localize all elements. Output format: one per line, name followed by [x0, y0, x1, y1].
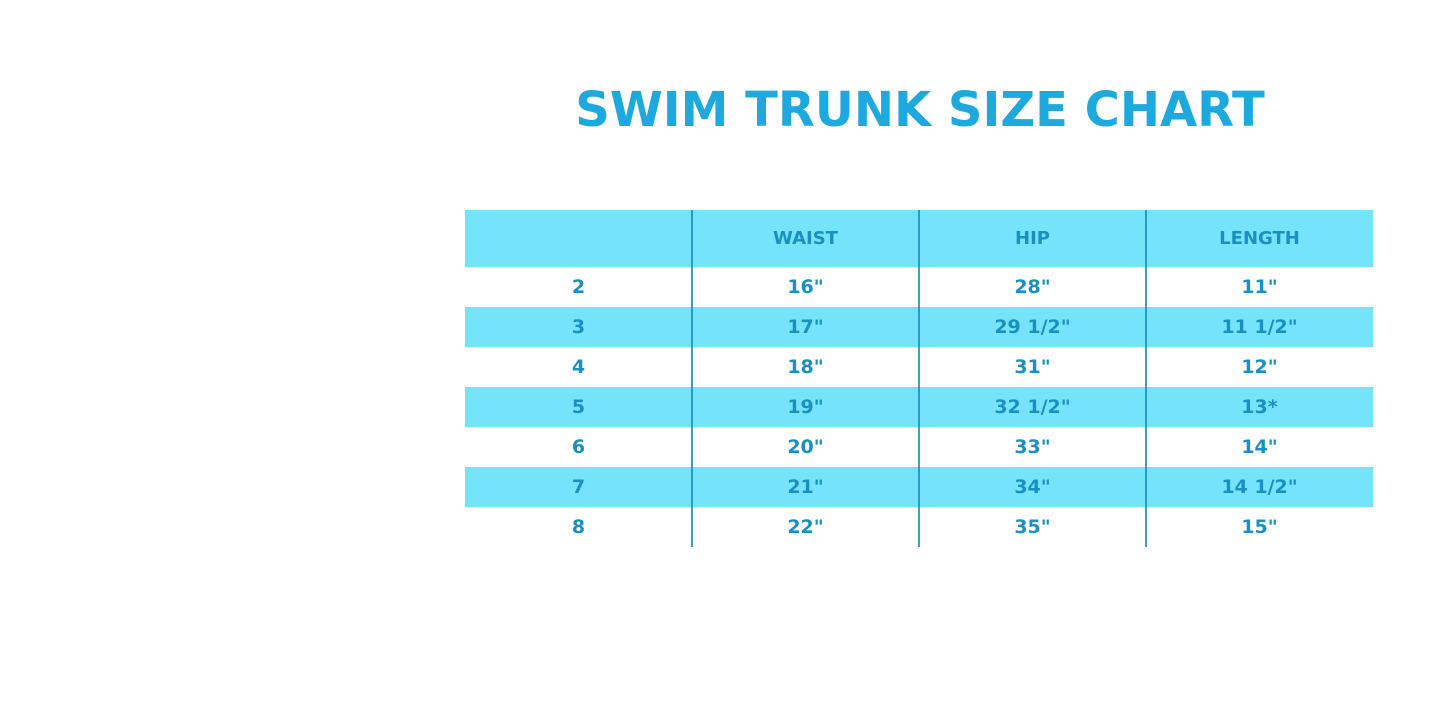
column-divider — [1145, 210, 1147, 547]
cell-length: 12" — [1241, 356, 1278, 378]
cell-waist: 17" — [787, 316, 824, 338]
cell-hip: 32 1/2" — [994, 396, 1071, 418]
table-row: 8 22" 35" 15" — [465, 507, 1373, 547]
column-divider — [691, 210, 693, 547]
cell-hip: 35" — [1014, 516, 1051, 538]
cell-waist: 21" — [787, 476, 824, 498]
cell-hip: 29 1/2" — [994, 316, 1071, 338]
cell-size: 7 — [571, 476, 586, 498]
cell-waist: 20" — [787, 436, 824, 458]
header-waist: WAIST — [773, 228, 838, 249]
cell-waist: 22" — [787, 516, 824, 538]
column-divider — [918, 210, 920, 547]
cell-waist: 18" — [787, 356, 824, 378]
size-table: WAIST HIP LENGTH 2 16" 28" 11" 3 17" 29 1/2" 11… — [465, 210, 1373, 547]
cell-length: 14" — [1241, 436, 1278, 458]
table-row: 6 20" 33" 14" — [465, 427, 1373, 467]
header-length: LENGTH — [1219, 228, 1300, 249]
header-hip: HIP — [1015, 228, 1050, 249]
table-row: 2 16" 28" 11" — [465, 267, 1373, 307]
cell-length: 11" — [1241, 276, 1278, 298]
cell-hip: 33" — [1014, 436, 1051, 458]
cell-size: 8 — [571, 516, 586, 538]
cell-waist: 19" — [787, 396, 824, 418]
cell-size: 6 — [571, 436, 586, 458]
cell-length: 15" — [1241, 516, 1278, 538]
cell-length: 11 1/2" — [1221, 316, 1298, 338]
cell-hip: 34" — [1014, 476, 1051, 498]
page-title: SWIM TRUNK SIZE CHART — [575, 82, 1265, 138]
table-row: 4 18" 31" 12" — [465, 347, 1373, 387]
cell-waist: 16" — [787, 276, 824, 298]
cell-size: 5 — [571, 396, 586, 418]
cell-size: 2 — [571, 276, 586, 298]
cell-hip: 31" — [1014, 356, 1051, 378]
cell-length: 13* — [1241, 396, 1278, 418]
cell-size: 4 — [571, 356, 586, 378]
cell-size: 3 — [571, 316, 586, 338]
cell-length: 14 1/2" — [1221, 476, 1298, 498]
cell-hip: 28" — [1014, 276, 1051, 298]
